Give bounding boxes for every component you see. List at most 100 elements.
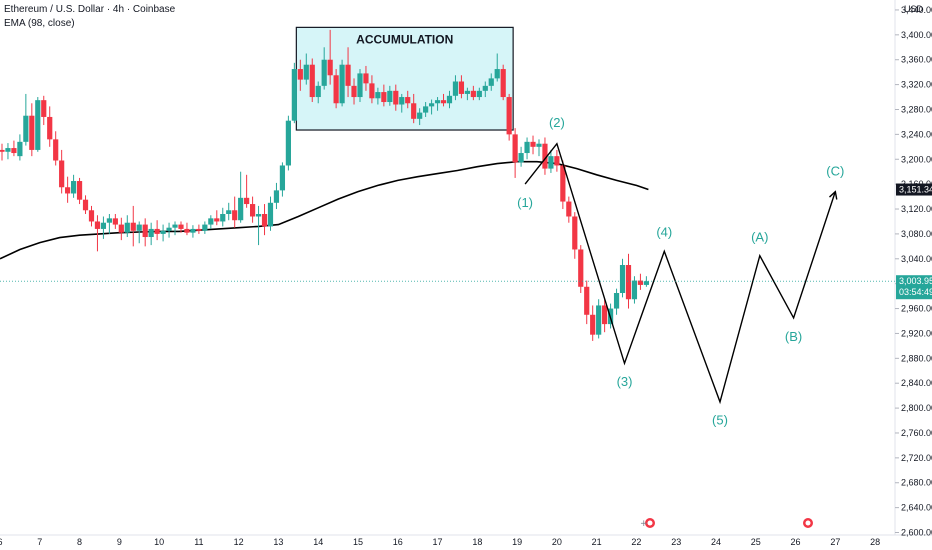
candle-60[interactable]	[357, 69, 363, 103]
candle-13[interactable]	[76, 177, 83, 205]
candle-62[interactable]	[369, 75, 375, 104]
candle-84[interactable]	[500, 64, 506, 101]
candle-17[interactable]	[100, 216, 107, 239]
candle-32[interactable]	[190, 225, 196, 238]
candle-106[interactable]	[631, 276, 638, 304]
wave-label-4[interactable]: (5)	[712, 413, 728, 428]
event-flag-icon-2[interactable]	[802, 517, 814, 529]
candle-23[interactable]	[136, 221, 142, 244]
candle-27[interactable]	[160, 224, 166, 242]
wave-label-0[interactable]: (1)	[517, 195, 533, 210]
candle-83[interactable]	[494, 53, 500, 82]
candle-28[interactable]	[166, 222, 172, 238]
candle-54[interactable]	[321, 47, 327, 90]
candle-22[interactable]	[130, 205, 136, 247]
candle-69[interactable]	[411, 93, 417, 124]
candle-66[interactable]	[393, 84, 399, 111]
candle-2[interactable]	[11, 140, 17, 157]
candle-26[interactable]	[154, 220, 160, 241]
candle-4[interactable]	[23, 93, 29, 146]
candle-88[interactable]	[524, 137, 530, 160]
candle-39[interactable]	[232, 196, 238, 228]
candle-92[interactable]	[548, 149, 554, 173]
wave-label-1[interactable]: (2)	[549, 115, 565, 130]
candle-3[interactable]	[17, 134, 23, 161]
wave-label-2[interactable]: (3)	[617, 374, 633, 389]
candle-25[interactable]	[148, 222, 154, 246]
candle-50[interactable]	[297, 59, 303, 91]
candle-14[interactable]	[82, 195, 89, 214]
wave-label-7[interactable]: (C)	[826, 164, 844, 179]
candle-15[interactable]	[88, 205, 95, 227]
candle-35[interactable]	[208, 215, 214, 229]
candle-45[interactable]	[267, 196, 274, 231]
news-plus-icon[interactable]: +	[640, 519, 648, 529]
candle-21[interactable]	[124, 215, 130, 238]
candle-61[interactable]	[363, 65, 369, 91]
candle-43[interactable]	[255, 205, 262, 246]
candle-75[interactable]	[446, 90, 453, 109]
candle-105[interactable]	[625, 253, 632, 309]
candle-11[interactable]	[65, 176, 71, 203]
candle-74[interactable]	[440, 93, 447, 107]
candle-76[interactable]	[452, 75, 459, 101]
candle-6[interactable]	[35, 97, 41, 152]
candle-97[interactable]	[578, 245, 584, 294]
candle-108[interactable]	[643, 276, 649, 287]
candle-64[interactable]	[381, 84, 387, 107]
candle-93[interactable]	[554, 149, 560, 172]
candle-73[interactable]	[434, 97, 441, 111]
candle-16[interactable]	[94, 215, 101, 252]
candle-53[interactable]	[315, 81, 321, 104]
accumulation-box[interactable]	[295, 26, 514, 131]
candle-55[interactable]	[327, 29, 333, 85]
candle-8[interactable]	[47, 106, 53, 147]
candle-41[interactable]	[244, 174, 250, 208]
candle-101[interactable]	[602, 299, 608, 333]
wave-label-3[interactable]: (4)	[656, 225, 672, 240]
elliott-wave-path[interactable]	[524, 142, 836, 405]
candle-95[interactable]	[566, 196, 572, 223]
event-flag-icon[interactable]	[644, 517, 656, 529]
candle-80[interactable]	[476, 87, 482, 101]
candle-56[interactable]	[333, 69, 339, 109]
candle-91[interactable]	[542, 137, 548, 175]
candle-52[interactable]	[309, 58, 315, 103]
candle-0[interactable]	[0, 143, 5, 161]
candle-18[interactable]	[106, 214, 112, 234]
candle-19[interactable]	[112, 214, 118, 229]
candle-12[interactable]	[70, 174, 77, 198]
candle-87[interactable]	[518, 146, 524, 167]
candle-37[interactable]	[220, 207, 226, 227]
candle-46[interactable]	[273, 182, 280, 210]
wave-label-5[interactable]: (A)	[751, 230, 768, 245]
candle-31[interactable]	[184, 222, 190, 236]
candle-65[interactable]	[387, 85, 393, 106]
candle-9[interactable]	[53, 131, 59, 166]
candle-68[interactable]	[405, 90, 411, 109]
candle-1[interactable]	[5, 143, 11, 160]
candle-90[interactable]	[536, 139, 542, 157]
candle-104[interactable]	[619, 258, 626, 298]
candle-86[interactable]	[512, 128, 518, 178]
candle-29[interactable]	[172, 221, 178, 236]
candle-100[interactable]	[596, 299, 602, 339]
candle-94[interactable]	[560, 160, 566, 210]
candle-81[interactable]	[482, 81, 488, 98]
candle-7[interactable]	[41, 95, 47, 126]
candle-59[interactable]	[351, 78, 357, 105]
candle-89[interactable]	[530, 135, 536, 155]
candle-44[interactable]	[261, 204, 268, 236]
candle-51[interactable]	[303, 53, 309, 85]
candle-77[interactable]	[458, 75, 465, 99]
candle-103[interactable]	[613, 288, 620, 315]
candle-99[interactable]	[590, 305, 596, 341]
symbol-title[interactable]: Ethereum / U.S. Dollar · 4h · Coinbase	[4, 4, 176, 15]
candle-5[interactable]	[29, 103, 35, 157]
candle-70[interactable]	[417, 108, 423, 126]
candle-96[interactable]	[572, 212, 578, 259]
candle-58[interactable]	[345, 47, 351, 98]
candle-107[interactable]	[637, 273, 644, 290]
